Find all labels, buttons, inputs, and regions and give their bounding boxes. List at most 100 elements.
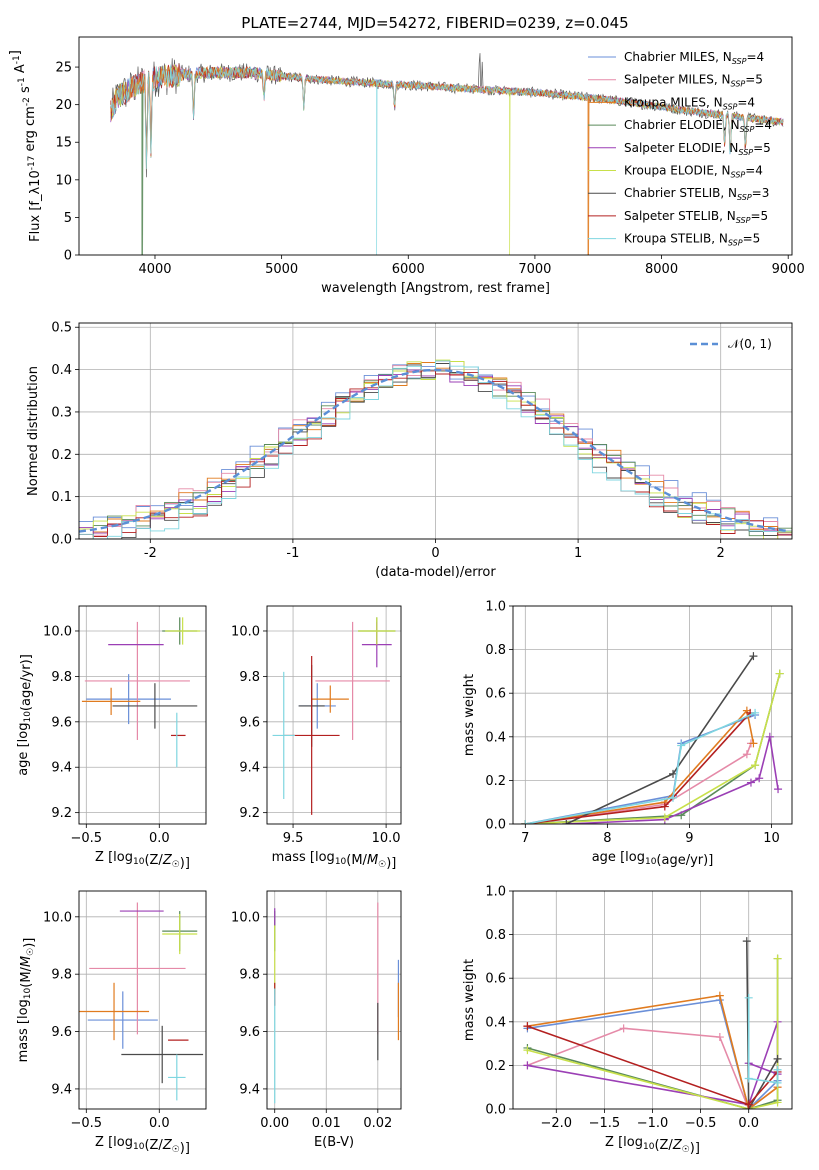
axes-frame bbox=[266, 605, 402, 825]
legend-label: Kroupa ELODIE, NSSP=4 bbox=[624, 164, 763, 180]
y-tick-label: 0.0 bbox=[51, 533, 72, 548]
series-marker bbox=[751, 761, 760, 770]
x-tick-label: 10 bbox=[763, 831, 780, 846]
series-marker bbox=[774, 785, 783, 794]
plot-area-mass-vs-Z bbox=[79, 902, 204, 1101]
x-tick-label: 7 bbox=[521, 831, 529, 846]
axes-frame bbox=[512, 890, 793, 1110]
legend-label: Chabrier MILES, NSSP=4 bbox=[624, 50, 764, 66]
chart-mass-weight-vs-age: 7 8 9 10 0.0 0.2 0.4 0.6 0.8 1.0 age [log10(age/yr… bbox=[462, 600, 793, 868]
series-marker bbox=[765, 732, 774, 741]
legend-label: Salpeter STELIB, NSSP=5 bbox=[624, 209, 768, 225]
plot-area-age-vs-mass bbox=[272, 617, 396, 815]
legend-label: Salpeter ELODIE, NSSP=5 bbox=[624, 141, 771, 157]
histogram-step bbox=[79, 360, 792, 539]
y-tick-label: 9.4 bbox=[239, 761, 260, 776]
x-tick-label: 0.02 bbox=[363, 1116, 392, 1131]
x-tick-label: −0.5 bbox=[71, 1116, 103, 1131]
series-marker bbox=[715, 991, 724, 1000]
legend-label: Salpeter MILES, NSSP=5 bbox=[624, 73, 763, 89]
series-marker bbox=[744, 993, 753, 1002]
x-tick-label: 9.5 bbox=[283, 831, 304, 846]
series-marker bbox=[751, 708, 760, 717]
series-marker bbox=[773, 954, 782, 963]
x-axis-label: E(B-V) bbox=[314, 1135, 354, 1150]
x-tick-label: 7000 bbox=[518, 262, 551, 277]
plot-area-mass-vs-EBV bbox=[274, 902, 400, 1104]
y-tick-label: 9.6 bbox=[239, 1025, 260, 1040]
x-tick-label: −0.5 bbox=[71, 831, 103, 846]
x-tick-label: 8 bbox=[603, 831, 611, 846]
legend-label: Chabrier STELIB, NSSP=3 bbox=[624, 186, 769, 202]
histogram-step bbox=[79, 370, 792, 539]
series-marker bbox=[523, 1061, 532, 1070]
series-line bbox=[527, 994, 779, 1109]
y-tick-label: 0.5 bbox=[51, 321, 72, 336]
legend-label: Kroupa STELIB, NSSP=5 bbox=[624, 232, 760, 248]
y-tick-label: 9.4 bbox=[51, 761, 72, 776]
y-tick-label: 0.2 bbox=[51, 448, 72, 463]
y-tick-label: 9.4 bbox=[51, 1082, 72, 1097]
y-tick-label: 9.8 bbox=[239, 968, 260, 983]
y-axis-label: Normed distribution bbox=[26, 366, 41, 496]
x-axis-label: Z [log10(Z/Z☉)] bbox=[95, 1135, 190, 1156]
y-tick-label: 1.0 bbox=[485, 600, 506, 615]
x-tick-label: 4000 bbox=[138, 262, 171, 277]
x-axis-label: wavelength [Angstrom, rest frame] bbox=[321, 281, 550, 296]
plot-area-age-vs-Z bbox=[81, 617, 201, 768]
x-axis-label: Z [log10(Z/Z☉)] bbox=[605, 1135, 700, 1156]
series-marker bbox=[749, 652, 758, 661]
y-tick-label: 9.8 bbox=[239, 670, 260, 685]
chart-spectrum: 4000 5000 6000 7000 8000 9000 0 5 10 15 20 25 Chabri… bbox=[8, 36, 805, 296]
y-tick-label: 25 bbox=[55, 61, 72, 76]
spectrum-line bbox=[110, 64, 784, 255]
legend-label: 𝒩(0, 1) bbox=[728, 337, 772, 351]
x-tick-label: 0.01 bbox=[312, 1116, 341, 1131]
x-tick-label: 10.0 bbox=[372, 831, 401, 846]
x-tick-label: 0.0 bbox=[149, 1116, 170, 1131]
x-axis-label: Z [log10(Z/Z☉)] bbox=[95, 850, 190, 871]
y-tick-label: 0 bbox=[64, 249, 72, 264]
series-marker bbox=[775, 669, 784, 678]
y-axis-label: mass weight bbox=[462, 674, 477, 756]
chart-mass-vs-Z: −0.5 0.0 9.4 9.6 9.8 10.0 Z [log10(Z/Z☉)] mass … bbox=[16, 890, 207, 1156]
x-axis-label: age [log10(age/yr)] bbox=[592, 850, 714, 868]
x-tick-label: 5000 bbox=[265, 262, 298, 277]
chart-mass-vs-EBV: 0.00 0.01 0.02 9.4 9.6 9.8 10.0 E(B-V) bbox=[231, 890, 402, 1150]
series-marker bbox=[523, 1022, 532, 1031]
axes-frame bbox=[512, 605, 793, 825]
y-tick-label: 9.4 bbox=[239, 1082, 260, 1097]
series-line bbox=[746, 941, 779, 1109]
series-marker bbox=[677, 741, 686, 750]
series-marker bbox=[619, 1024, 628, 1033]
series-marker bbox=[742, 750, 751, 759]
x-tick-label: −2.0 bbox=[541, 1116, 573, 1131]
y-tick-label: 9.6 bbox=[51, 1025, 72, 1040]
series-marker bbox=[773, 1065, 782, 1074]
histogram-step bbox=[79, 363, 792, 539]
y-tick-label: 5 bbox=[64, 211, 72, 226]
series-marker bbox=[773, 1078, 782, 1087]
x-tick-label: 1 bbox=[574, 546, 582, 561]
x-tick-label: 9000 bbox=[772, 262, 805, 277]
y-tick-label: 9.8 bbox=[51, 670, 72, 685]
y-tick-label: 0.8 bbox=[485, 928, 506, 943]
axes-frame bbox=[78, 890, 207, 1110]
series-marker bbox=[660, 802, 669, 811]
x-tick-label: -2 bbox=[144, 546, 157, 561]
axes-frame bbox=[78, 36, 793, 256]
figure-title: PLATE=2744, MJD=54272, FIBERID=0239, z=0… bbox=[241, 14, 628, 32]
legend-label: Chabrier ELODIE, NSSP=4 bbox=[624, 118, 772, 134]
x-tick-label: 2 bbox=[717, 546, 725, 561]
chart-age-vs-mass: 9.5 10.0 9.2 9.4 9.6 9.8 10.0 mass [log10(M/M☉)… bbox=[231, 605, 402, 871]
series-marker bbox=[744, 1100, 753, 1109]
series-marker bbox=[562, 820, 571, 824]
x-axis-label: (data-model)/error bbox=[375, 565, 496, 580]
y-tick-label: 10.0 bbox=[231, 910, 260, 925]
series-marker bbox=[773, 1054, 782, 1063]
legend-label: Kroupa MILES, NSSP=4 bbox=[624, 95, 755, 111]
y-tick-label: 9.6 bbox=[51, 715, 72, 730]
chart-age-vs-Z: −0.5 0.0 9.2 9.4 9.6 9.8 10.0 Z [log10(Z/Z☉)] ag… bbox=[16, 605, 207, 871]
y-tick-label: 10.0 bbox=[231, 624, 260, 639]
axes-frame bbox=[78, 605, 207, 825]
